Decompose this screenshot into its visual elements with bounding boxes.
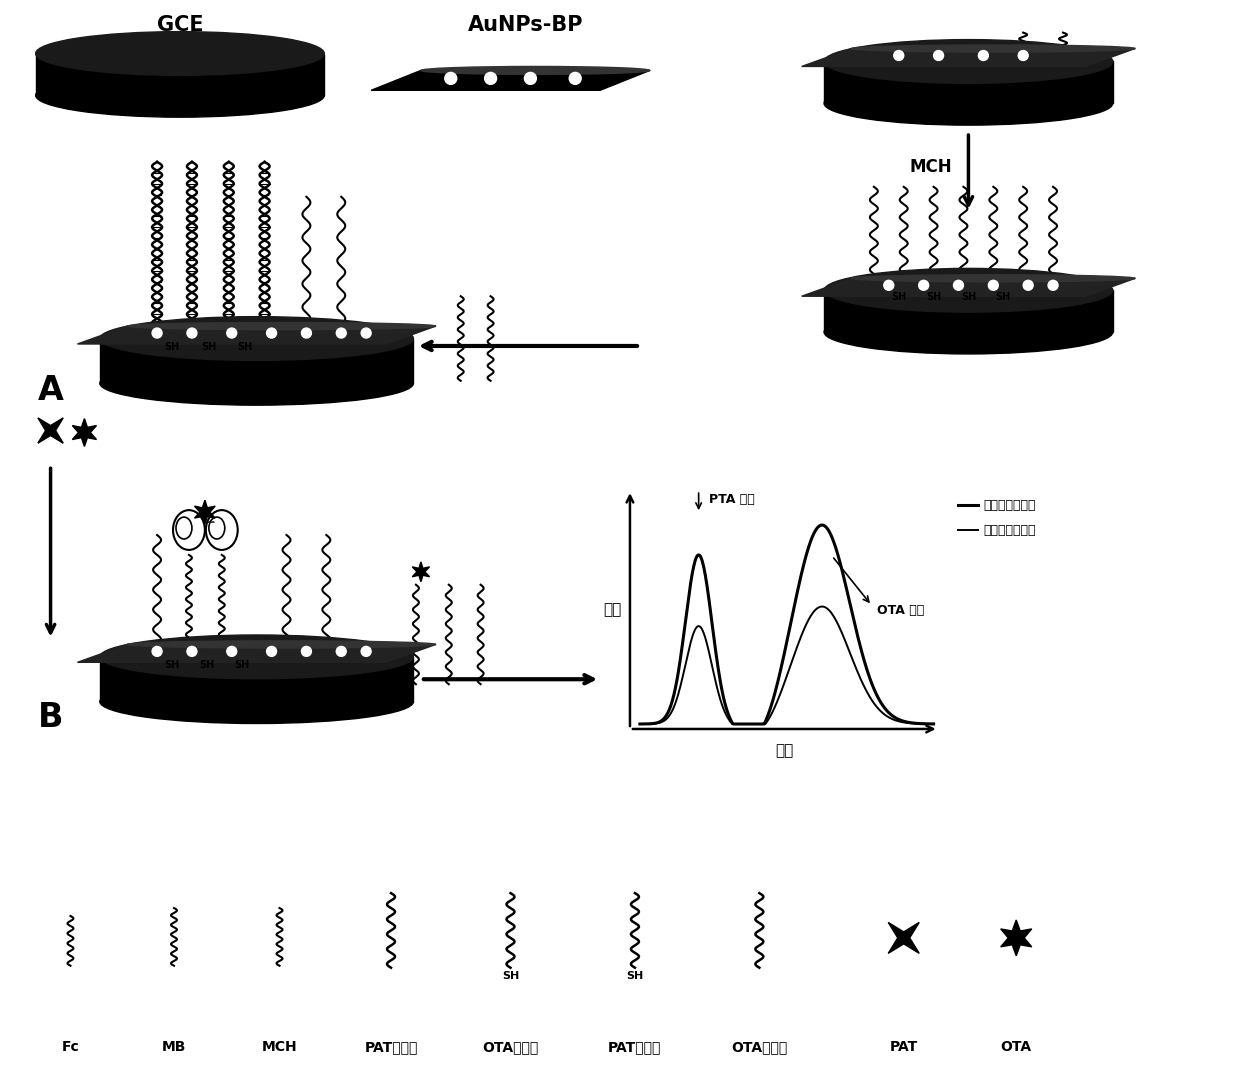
Text: 电位: 电位 xyxy=(775,744,794,759)
Bar xyxy=(36,53,325,95)
Circle shape xyxy=(361,647,371,656)
Circle shape xyxy=(919,281,929,290)
Ellipse shape xyxy=(825,39,1112,83)
Text: MCH: MCH xyxy=(262,1040,298,1054)
Text: SH: SH xyxy=(165,343,180,352)
Circle shape xyxy=(1048,281,1058,290)
Polygon shape xyxy=(802,278,1135,297)
Circle shape xyxy=(988,281,998,290)
Ellipse shape xyxy=(825,269,1112,313)
Text: SH: SH xyxy=(165,660,180,670)
Polygon shape xyxy=(371,70,650,91)
Text: SH: SH xyxy=(996,292,1011,302)
Circle shape xyxy=(884,281,894,290)
Text: A: A xyxy=(37,375,63,408)
Polygon shape xyxy=(77,644,435,663)
Ellipse shape xyxy=(100,635,413,679)
Text: SH: SH xyxy=(237,343,252,352)
Text: SH: SH xyxy=(502,971,520,981)
Text: SH: SH xyxy=(201,343,217,352)
Circle shape xyxy=(1018,50,1028,61)
Circle shape xyxy=(485,73,496,84)
Text: OTA适体镖: OTA适体镖 xyxy=(732,1040,787,1054)
Polygon shape xyxy=(77,327,435,344)
Ellipse shape xyxy=(852,45,1135,52)
Ellipse shape xyxy=(128,322,435,330)
Circle shape xyxy=(525,73,537,84)
Text: PAT: PAT xyxy=(889,1040,918,1054)
Circle shape xyxy=(301,328,311,338)
Polygon shape xyxy=(195,500,216,524)
Text: PTA 信号: PTA 信号 xyxy=(708,493,754,506)
Text: SH: SH xyxy=(234,660,249,670)
Text: SH: SH xyxy=(626,971,644,981)
Polygon shape xyxy=(38,418,63,443)
Text: SH: SH xyxy=(1054,85,1071,95)
Text: GCE: GCE xyxy=(156,15,203,34)
Text: Fc: Fc xyxy=(62,1040,79,1054)
Circle shape xyxy=(978,50,988,61)
Circle shape xyxy=(336,647,346,656)
Bar xyxy=(825,62,1112,103)
Ellipse shape xyxy=(852,275,1135,282)
Bar xyxy=(100,338,413,383)
Ellipse shape xyxy=(420,66,650,75)
Text: 电流: 电流 xyxy=(603,602,621,617)
Polygon shape xyxy=(888,922,919,953)
Text: SH: SH xyxy=(926,292,941,302)
Circle shape xyxy=(954,281,963,290)
Ellipse shape xyxy=(100,362,413,405)
Polygon shape xyxy=(72,418,97,446)
Ellipse shape xyxy=(36,74,325,117)
Circle shape xyxy=(894,50,904,61)
Text: OTA 信号: OTA 信号 xyxy=(877,604,924,617)
Ellipse shape xyxy=(100,317,413,361)
Circle shape xyxy=(227,328,237,338)
Polygon shape xyxy=(412,562,429,582)
Text: SH: SH xyxy=(1014,85,1032,95)
Text: OTA: OTA xyxy=(1001,1040,1032,1054)
Text: B: B xyxy=(37,701,63,733)
Text: MCH: MCH xyxy=(909,158,952,176)
Circle shape xyxy=(153,647,162,656)
Text: PAT互补镖: PAT互补镖 xyxy=(365,1040,418,1054)
Polygon shape xyxy=(1001,920,1032,956)
Ellipse shape xyxy=(825,310,1112,354)
Text: 加入目标物之前: 加入目标物之前 xyxy=(983,498,1035,512)
Polygon shape xyxy=(802,48,1135,66)
Circle shape xyxy=(187,647,197,656)
Text: SH: SH xyxy=(961,292,976,302)
Circle shape xyxy=(227,647,237,656)
Circle shape xyxy=(301,647,311,656)
Circle shape xyxy=(267,328,277,338)
Text: MB: MB xyxy=(161,1040,186,1054)
Text: SH: SH xyxy=(200,660,215,670)
Circle shape xyxy=(187,328,197,338)
Bar xyxy=(825,290,1112,332)
Ellipse shape xyxy=(128,641,435,648)
Ellipse shape xyxy=(100,680,413,723)
Text: AuNPs-BP: AuNPs-BP xyxy=(467,15,583,34)
Text: OTA互补镖: OTA互补镖 xyxy=(482,1040,538,1054)
Circle shape xyxy=(569,73,582,84)
Circle shape xyxy=(361,328,371,338)
Circle shape xyxy=(934,50,944,61)
Circle shape xyxy=(1023,281,1033,290)
Ellipse shape xyxy=(825,81,1112,125)
Ellipse shape xyxy=(36,32,325,76)
Text: 加入目标物之后: 加入目标物之后 xyxy=(983,524,1035,537)
Circle shape xyxy=(267,647,277,656)
Circle shape xyxy=(445,73,456,84)
Text: SH: SH xyxy=(892,292,906,302)
Circle shape xyxy=(153,328,162,338)
Bar xyxy=(100,657,413,702)
Text: PAT适体镖: PAT适体镖 xyxy=(609,1040,662,1054)
Circle shape xyxy=(336,328,346,338)
